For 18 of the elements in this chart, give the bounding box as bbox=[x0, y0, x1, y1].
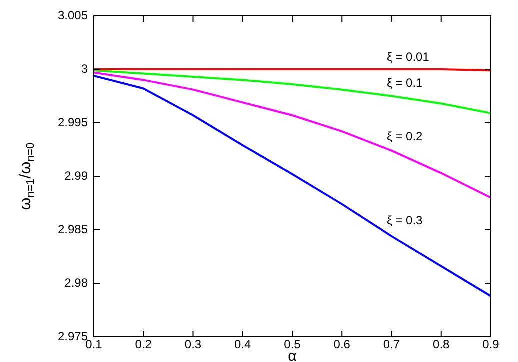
y-tick-label: 2.99 bbox=[64, 168, 88, 183]
series-label: ξ = 0.2 bbox=[387, 129, 424, 144]
y-tick-label: 2.98 bbox=[64, 276, 88, 290]
series-label: ξ = 0.1 bbox=[387, 76, 424, 90]
series-label: ξ = 0.3 bbox=[387, 214, 424, 228]
y-tick-label: 2.995 bbox=[58, 115, 88, 130]
y-tick-label: 3.005 bbox=[58, 8, 88, 22]
series-label: ξ = 0.01 bbox=[387, 50, 430, 64]
y-axis-title: ωn=1/ωn=0 bbox=[17, 142, 37, 210]
x-tick-label: 0.7 bbox=[383, 338, 400, 352]
x-tick-label: 0.4 bbox=[234, 338, 252, 352]
x-tick-label: 0.2 bbox=[135, 338, 152, 352]
x-tick-label: 0.6 bbox=[334, 338, 351, 352]
y-tick-label: 2.985 bbox=[58, 222, 88, 236]
y-tick-label: 3 bbox=[81, 62, 88, 76]
x-tick-label: 0.8 bbox=[433, 338, 450, 352]
x-tick-label: 0.9 bbox=[482, 338, 500, 352]
x-tick-label: 0.3 bbox=[184, 338, 202, 352]
